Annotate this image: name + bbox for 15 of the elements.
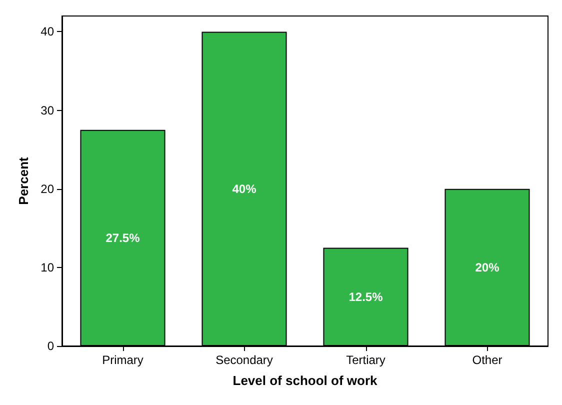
y-axis-title: Percent (16, 156, 31, 205)
x-tick-label: Primary (102, 353, 144, 367)
x-tick-label: Other (472, 353, 502, 367)
data-label: 20% (475, 260, 500, 274)
y-tick-label: 0 (47, 339, 54, 353)
y-tick-label: 30 (40, 103, 54, 118)
data-label: 40% (232, 182, 257, 196)
x-tick-label: Tertiary (346, 353, 386, 367)
y-tick-label: 20 (40, 182, 54, 196)
x-tick-label: Secondary (216, 353, 273, 367)
y-tick-label: 40 (40, 24, 54, 39)
x-axis-title: Level of school of work (232, 373, 378, 388)
data-label: 12.5% (348, 290, 384, 304)
y-tick-label: 10 (40, 260, 54, 274)
data-label: 27.5% (106, 230, 140, 245)
